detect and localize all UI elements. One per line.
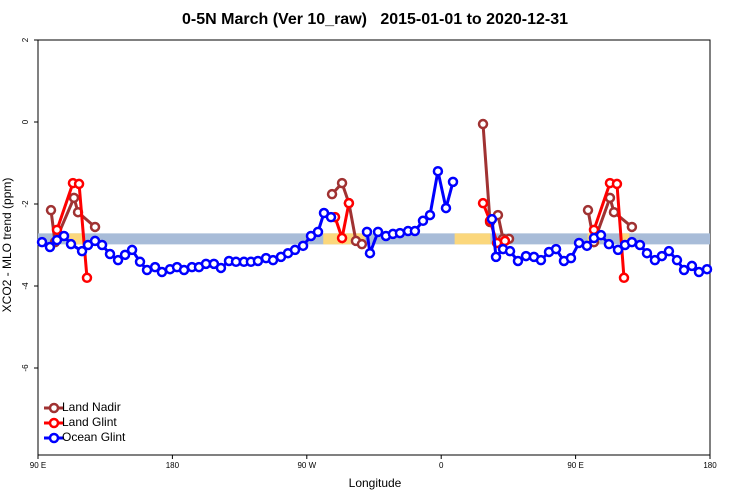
data-point	[156, 266, 168, 278]
data-point	[45, 204, 57, 216]
legend-marker	[48, 417, 60, 429]
data-point	[686, 260, 698, 272]
data-point	[252, 255, 264, 267]
data-point	[612, 244, 624, 256]
legend-marker	[48, 432, 60, 444]
data-point	[51, 224, 63, 236]
data-point	[663, 245, 675, 257]
data-point	[490, 251, 502, 263]
data-point	[499, 235, 511, 247]
data-point	[336, 177, 348, 189]
x-axis-label: Longitude	[349, 476, 402, 490]
data-point	[89, 221, 101, 233]
data-point	[504, 245, 516, 257]
data-point	[68, 192, 80, 204]
data-point	[409, 225, 421, 237]
y-axis-label: XCO2 - MLO trend (ppm)	[0, 178, 14, 313]
data-point	[656, 250, 668, 262]
data-point	[104, 248, 116, 260]
data-point	[343, 197, 355, 209]
data-point	[512, 255, 524, 267]
data-point	[73, 178, 85, 190]
x-tick-label: 90 E	[30, 461, 46, 470]
data-point	[297, 240, 309, 252]
data-point	[134, 256, 146, 268]
data-point	[356, 238, 368, 250]
data-point	[361, 226, 373, 238]
data-point	[149, 261, 161, 273]
data-point	[112, 254, 124, 266]
legend-label: Land Nadir	[62, 400, 121, 414]
data-point	[447, 176, 459, 188]
data-point	[215, 262, 227, 274]
data-point	[36, 236, 48, 248]
data-point	[58, 230, 70, 242]
x-tick-label: 180	[166, 461, 180, 470]
data-point	[65, 238, 77, 250]
data-point	[611, 178, 623, 190]
data-point	[486, 213, 498, 225]
legend-label: Ocean Glint	[62, 430, 126, 444]
y-tick-label: -2	[21, 200, 30, 208]
data-point	[141, 264, 153, 276]
data-point	[550, 243, 562, 255]
data-point	[626, 221, 638, 233]
data-point	[424, 209, 436, 221]
legend-label: Land Glint	[62, 415, 117, 429]
data-point	[126, 244, 138, 256]
data-point	[634, 239, 646, 251]
data-point	[477, 118, 489, 130]
y-tick-label: -6	[21, 364, 30, 372]
data-point	[693, 266, 705, 278]
data-point	[336, 232, 348, 244]
data-point	[394, 227, 406, 239]
chart-title: 0-5N March (Ver 10_raw) 2015-01-01 to 20…	[182, 11, 568, 28]
data-point	[325, 211, 337, 223]
data-point	[603, 238, 615, 250]
data-point	[76, 245, 88, 257]
plot-frame	[37, 39, 711, 456]
data-point	[364, 247, 376, 259]
data-point	[312, 226, 324, 238]
data-point	[595, 229, 607, 241]
data-point	[582, 204, 594, 216]
y-tick-label: -4	[21, 282, 30, 290]
data-point	[477, 197, 489, 209]
y-tick-label: 2	[21, 37, 30, 42]
data-point	[641, 247, 653, 259]
data-point	[372, 226, 384, 238]
data-point	[417, 215, 429, 227]
data-point	[701, 263, 713, 275]
data-point	[626, 236, 638, 248]
data-point	[326, 188, 338, 200]
x-tick-label: 90 W	[297, 461, 316, 470]
data-point	[440, 202, 452, 214]
data-point	[119, 249, 131, 261]
y-tick-label: 0	[21, 119, 30, 124]
data-point	[678, 264, 690, 276]
data-point	[432, 165, 444, 177]
data-point	[44, 241, 56, 253]
legend-marker	[48, 402, 60, 414]
data-point	[581, 240, 593, 252]
data-point	[618, 272, 630, 284]
data-point	[535, 254, 547, 266]
x-tick-label: 90 E	[567, 461, 583, 470]
data-point	[81, 272, 93, 284]
data-point	[96, 239, 108, 251]
data-point	[608, 206, 620, 218]
data-point	[565, 252, 577, 264]
data-point	[671, 254, 683, 266]
x-tick-label: 0	[439, 461, 444, 470]
x-tick-label: 180	[703, 461, 717, 470]
data-point	[289, 244, 301, 256]
